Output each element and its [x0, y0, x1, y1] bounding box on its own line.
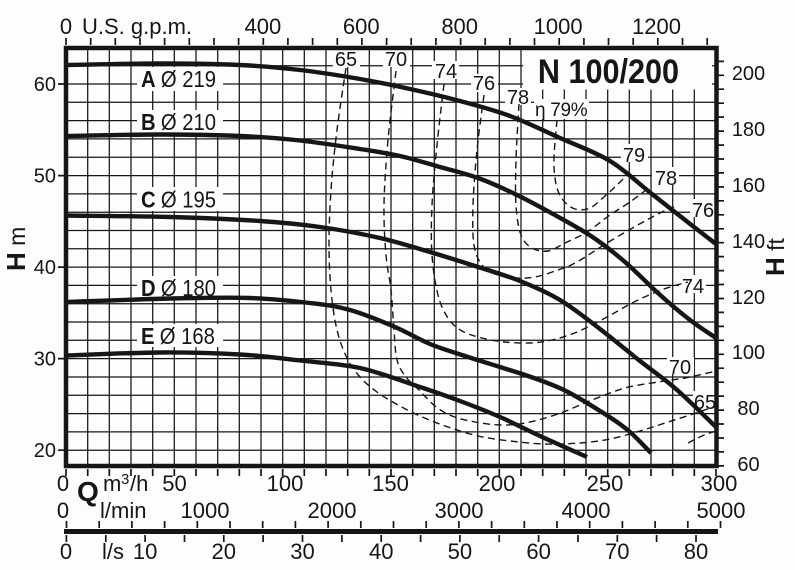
- svg-text:50: 50: [34, 166, 56, 188]
- svg-text:U.S. g.p.m.: U.S. g.p.m.: [82, 14, 192, 39]
- svg-text:BØ 210: BØ 210: [141, 109, 216, 136]
- svg-text:3: 3: [121, 471, 129, 488]
- svg-text:65: 65: [694, 392, 716, 414]
- svg-text:50: 50: [162, 471, 186, 496]
- svg-text:0: 0: [60, 539, 72, 564]
- svg-text:1000: 1000: [534, 14, 583, 39]
- svg-text:40: 40: [369, 539, 393, 564]
- svg-text:160: 160: [732, 175, 765, 197]
- svg-text:2000: 2000: [308, 498, 357, 523]
- svg-text:74: 74: [435, 61, 457, 83]
- svg-text:200: 200: [479, 471, 516, 496]
- svg-text:60: 60: [526, 539, 550, 564]
- svg-text:150: 150: [372, 471, 409, 496]
- svg-text:250: 250: [587, 471, 624, 496]
- svg-text:80: 80: [737, 398, 759, 420]
- svg-text:l/s: l/s: [102, 539, 124, 564]
- svg-text:100: 100: [267, 471, 304, 496]
- svg-text:20: 20: [34, 440, 56, 462]
- svg-text:η 79%: η 79%: [535, 100, 588, 121]
- svg-text:400: 400: [244, 14, 281, 39]
- svg-text:/h: /h: [130, 471, 148, 496]
- svg-text:140: 140: [732, 231, 765, 253]
- svg-text:100: 100: [732, 342, 765, 364]
- svg-text:0: 0: [57, 498, 69, 523]
- svg-text:3000: 3000: [435, 498, 484, 523]
- svg-text:m: m: [103, 471, 121, 496]
- svg-text:60: 60: [34, 74, 56, 96]
- svg-text:76: 76: [473, 73, 495, 95]
- svg-text:N 100/200: N 100/200: [538, 53, 679, 91]
- svg-text:EØ 168: EØ 168: [141, 323, 215, 350]
- svg-text:74: 74: [682, 276, 704, 298]
- svg-text:H ft: H ft: [760, 237, 790, 276]
- svg-text:1200: 1200: [632, 14, 681, 39]
- svg-text:30: 30: [34, 349, 56, 371]
- svg-text:5000: 5000: [697, 498, 746, 523]
- svg-text:600: 600: [343, 14, 380, 39]
- svg-text:DØ 180: DØ 180: [141, 275, 216, 302]
- svg-text:l/min: l/min: [100, 498, 146, 523]
- svg-text:20: 20: [212, 539, 236, 564]
- svg-text:79: 79: [623, 145, 645, 167]
- svg-text:120: 120: [732, 287, 765, 309]
- svg-text:76: 76: [692, 200, 714, 222]
- svg-text:1000: 1000: [181, 498, 230, 523]
- svg-text:70: 70: [605, 539, 629, 564]
- svg-text:H m: H m: [1, 227, 31, 271]
- svg-text:800: 800: [441, 14, 478, 39]
- svg-text:300: 300: [701, 471, 738, 496]
- svg-text:78: 78: [507, 87, 529, 109]
- svg-text:80: 80: [684, 539, 708, 564]
- svg-text:AØ 219: AØ 219: [141, 66, 216, 93]
- svg-text:70: 70: [669, 357, 691, 379]
- svg-text:60: 60: [737, 454, 759, 476]
- svg-text:78: 78: [655, 168, 677, 190]
- svg-text:Q: Q: [77, 476, 99, 507]
- svg-text:50: 50: [448, 539, 472, 564]
- svg-text:0: 0: [57, 471, 69, 496]
- svg-text:65: 65: [335, 49, 357, 71]
- svg-text:4000: 4000: [562, 498, 611, 523]
- svg-text:70: 70: [385, 49, 407, 71]
- svg-text:0: 0: [60, 14, 72, 39]
- svg-text:CØ 195: CØ 195: [141, 186, 216, 213]
- svg-text:180: 180: [732, 119, 765, 141]
- svg-text:40: 40: [34, 257, 56, 279]
- svg-text:200: 200: [732, 63, 765, 85]
- svg-text:30: 30: [290, 539, 314, 564]
- svg-text:10: 10: [133, 539, 157, 564]
